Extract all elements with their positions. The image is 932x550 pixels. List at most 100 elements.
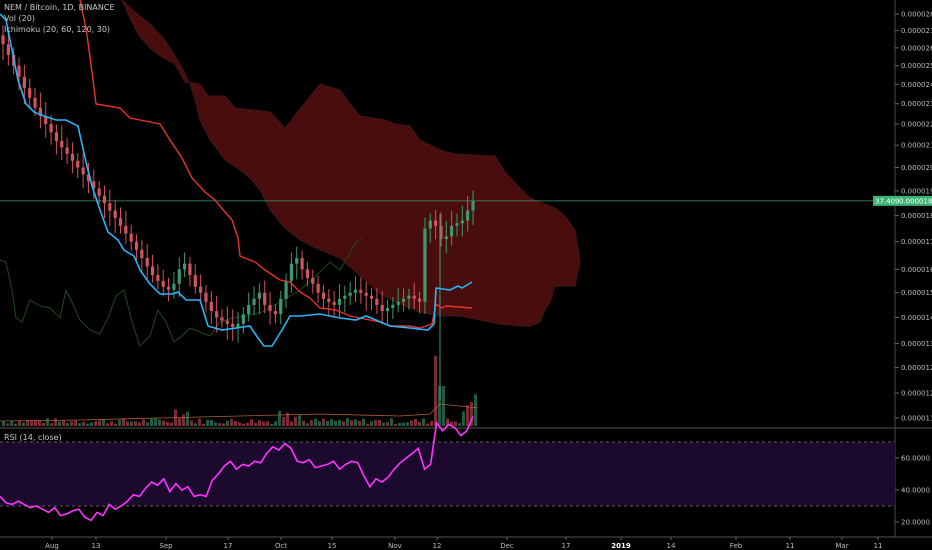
- volume-bar: [234, 421, 237, 426]
- candle-body: [369, 295, 374, 299]
- volume-bar: [358, 420, 361, 426]
- price-tick-label: 0.00002700: [901, 27, 932, 35]
- price-tick-label: 0.00002200: [901, 121, 932, 129]
- price-tick-label: 0.00001900: [901, 187, 932, 195]
- price-tick-label: 0.00001700: [901, 238, 932, 246]
- volume-bar: [98, 420, 101, 426]
- candle-body: [150, 266, 155, 276]
- candle-body: [209, 301, 213, 312]
- candle-body: [65, 147, 69, 155]
- volume-bar: [42, 422, 45, 426]
- volume-bar: [190, 420, 193, 426]
- volume-bar: [242, 423, 245, 426]
- price-tick-label: 0.00002600: [901, 44, 932, 52]
- price-tick-label: 0.00002300: [901, 100, 932, 108]
- candle-body: [161, 280, 165, 287]
- volume-bar: [210, 420, 213, 426]
- candle-body: [193, 275, 197, 287]
- candle-body: [225, 320, 229, 324]
- volume-bar: [38, 420, 41, 426]
- volume-bar: [114, 423, 117, 426]
- volume-bar: [330, 419, 333, 426]
- volume-bar: [150, 418, 153, 426]
- candles: [1, 25, 475, 400]
- volume-bar: [214, 422, 217, 426]
- candle-body: [97, 188, 101, 196]
- time-tick-label: 17: [224, 542, 233, 550]
- volume-bar: [346, 418, 349, 426]
- volume-bar: [78, 423, 81, 426]
- volume-bar: [166, 422, 169, 426]
- candle-body: [337, 298, 342, 305]
- candle-body: [108, 203, 112, 211]
- ichimoku-legend[interactable]: Ichimoku (20, 60, 120, 30): [4, 25, 111, 34]
- volume-bar: [278, 410, 281, 426]
- volume-bar: [402, 422, 405, 426]
- rsi-band: [0, 442, 895, 506]
- volume-bar: [354, 419, 357, 426]
- candle-body: [247, 304, 251, 315]
- volume-bar: [458, 423, 461, 426]
- candle-body: [28, 88, 32, 98]
- candle-body: [241, 314, 245, 324]
- candle-body: [33, 97, 37, 108]
- volume-bar: [326, 421, 329, 426]
- time-tick-label: 12: [433, 542, 442, 550]
- candle-body: [439, 225, 443, 239]
- price-tick-label: 0.00001800: [901, 212, 932, 220]
- rsi-tick-label: 20.0000: [901, 519, 930, 527]
- price-tick-label: 0.00001155: [901, 415, 932, 423]
- kijun-line: [79, 0, 473, 329]
- time-tick-label: Aug: [45, 542, 59, 550]
- candle-body: [124, 225, 128, 234]
- volume-bar: [2, 421, 5, 426]
- volume-bar: [306, 423, 309, 426]
- price-tick-label: 0.00001290: [901, 364, 932, 372]
- price-tick-label: 0.00001220: [901, 390, 932, 398]
- price-tick-label: 0.00001360: [901, 340, 932, 348]
- volume-bar: [86, 423, 89, 426]
- time-tick-label: 14: [667, 542, 676, 550]
- candle-body: [60, 140, 64, 148]
- volume-bar: [198, 418, 201, 426]
- time-axis[interactable]: Aug 13 Sep 17 Oct 15 Nov 12 Dec 17 2019 14 Feb 11 Mar 1…: [45, 537, 882, 550]
- candle-body: [434, 220, 438, 226]
- candle-body: [460, 220, 464, 224]
- volume-bar: [254, 423, 257, 426]
- volume-bar: [418, 421, 421, 426]
- price-tick-label: 0.00002800: [901, 11, 932, 19]
- price-axis[interactable]: 0.00002800 0.00002700 0.00002600 0.00002500…: [895, 11, 932, 423]
- price-tick-label: 0.00001440: [901, 314, 932, 322]
- volume-bar: [314, 418, 317, 426]
- rsi-axis[interactable]: 60.0000 40.0000 20.0000: [895, 455, 930, 527]
- volume-bar: [290, 421, 293, 426]
- volume-legend[interactable]: Vol (20): [4, 14, 35, 23]
- rsi-legend[interactable]: RSI (14, close): [4, 433, 62, 442]
- volume-bar: [162, 420, 165, 426]
- candle-body: [423, 228, 427, 302]
- candle-body: [279, 298, 283, 315]
- symbol-legend[interactable]: NEM / Bitcoin, 1D, BINANCE: [4, 3, 115, 12]
- volume-bar: [202, 423, 205, 426]
- volume-bar: [54, 418, 57, 426]
- volume-bar: [178, 418, 181, 426]
- volume-bar: [154, 418, 157, 426]
- candle-body: [231, 323, 235, 327]
- candle-body: [220, 317, 224, 321]
- candle-body: [1, 35, 5, 45]
- volume-bar: [82, 421, 85, 426]
- time-tick-label: Sep: [159, 542, 173, 550]
- volume-bar: [106, 423, 109, 426]
- candle-body: [316, 283, 320, 293]
- time-tick-label: Dec: [500, 542, 514, 550]
- volume-bar: [442, 386, 445, 426]
- time-tick-label: 15: [328, 542, 337, 550]
- volume-bar: [186, 411, 189, 426]
- candle-body: [332, 301, 336, 305]
- volume-bar: [50, 423, 53, 426]
- volume-bar: [158, 419, 161, 426]
- candle-body: [166, 286, 171, 290]
- candle-body: [215, 311, 219, 318]
